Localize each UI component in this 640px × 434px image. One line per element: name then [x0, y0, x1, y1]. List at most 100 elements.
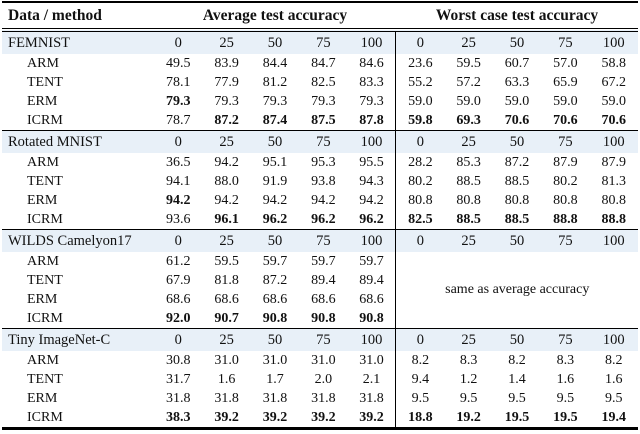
env-label: 100 [589, 130, 638, 153]
method-name: ICRM [27, 409, 63, 425]
avg-value-cell: 31.8 [262, 390, 288, 406]
method-name: ICRM [27, 211, 63, 227]
avg-value-cell: 59.7 [262, 253, 288, 269]
section-header-row: WILDS Camelyon17 0 25 50 75 100 0 25 50 75 100 [2, 229, 638, 252]
env-label: 25 [444, 30, 493, 54]
method-row: TENT 31.7 1.6 1.7 2.0 2.1 9.4 1.2 1.4 1.6 1.6 [2, 370, 638, 389]
avg-value-cell: 96.2 [359, 211, 384, 227]
method-name: ARM [27, 55, 59, 71]
avg-value-cell: 31.8 [214, 390, 239, 406]
avg-value-cell: 68.6 [311, 291, 336, 307]
worst-value-cell: 88.8 [601, 211, 627, 227]
worst-value-cell: 9.5 [459, 390, 478, 406]
avg-value-cell: 31.8 [359, 390, 384, 406]
worst-value-cell: 82.5 [395, 210, 445, 230]
env-label: 25 [444, 130, 493, 153]
avg-value-cell: 89.4 [359, 272, 384, 288]
worst-value-cell: 88.5 [456, 211, 481, 227]
env-label: 50 [250, 30, 300, 54]
env-label: 0 [154, 328, 203, 351]
worst-value-cell: 8.2 [395, 351, 445, 370]
avg-value-cell: 84.4 [262, 55, 288, 71]
avg-value-cell: 49.5 [165, 55, 191, 71]
method-row: ICRM 38.3 39.2 39.2 39.2 39.2 18.8 19.2 19.5 19.5… [2, 408, 638, 429]
worst-value-cell: 8.2 [508, 352, 526, 368]
worst-value-cell: 57.0 [553, 55, 578, 71]
env-label: 75 [541, 229, 590, 252]
avg-value-cell: 31.8 [165, 390, 191, 406]
method-name: ERM [27, 93, 58, 109]
avg-value-cell: 81.2 [262, 74, 288, 90]
worst-value-cell: 1.6 [556, 371, 575, 387]
worst-value-cell: 59.0 [553, 93, 578, 109]
worst-value-cell: 70.6 [504, 112, 530, 128]
worst-value-cell: 8.3 [556, 352, 575, 368]
worst-value-cell: 18.8 [395, 408, 445, 429]
worst-value-cell: 19.5 [553, 409, 578, 425]
worst-accuracy-group-header: Worst case test accuracy [395, 2, 638, 32]
avg-value-cell: 61.2 [165, 253, 191, 269]
avg-value-cell: 94.1 [165, 173, 191, 189]
env-label: 0 [395, 30, 445, 54]
env-label: 0 [395, 328, 445, 351]
worst-value-cell: 67.2 [601, 74, 627, 90]
method-row: ICRM 93.6 96.1 96.2 96.2 96.2 82.5 88.5 88.5 88.8… [2, 210, 638, 230]
worst-value-cell: 85.3 [456, 154, 481, 170]
avg-value-cell: 78.7 [165, 112, 191, 128]
method-name: ARM [27, 352, 59, 368]
method-row: ARM 30.8 31.0 31.0 31.0 31.0 8.2 8.3 8.2 8.3 8.2 [2, 351, 638, 370]
avg-value-cell: 94.3 [359, 173, 384, 189]
method-row: ARM 61.2 59.5 59.7 59.7 59.7 same as average a… [2, 252, 638, 329]
avg-value-cell: 77.9 [214, 74, 239, 90]
avg-value-cell: 79.3 [359, 93, 384, 109]
env-label: 50 [492, 130, 542, 153]
method-name: TENT [27, 74, 63, 90]
env-label: 100 [589, 328, 638, 351]
avg-value-cell: 92.0 [165, 310, 191, 326]
worst-value-cell: 60.7 [504, 55, 530, 71]
env-label: 25 [444, 229, 493, 252]
env-label: 25 [202, 229, 251, 252]
worst-value-cell: 9.5 [395, 389, 445, 408]
env-label: 25 [202, 328, 251, 351]
env-label: 0 [154, 229, 203, 252]
worst-value-cell: 59.0 [601, 93, 627, 109]
avg-value-cell: 93.6 [165, 211, 191, 227]
avg-value-cell: 83.3 [359, 74, 384, 90]
method-name: ERM [27, 291, 58, 307]
env-label: 75 [299, 328, 348, 351]
section-header-row: Tiny ImageNet-C 0 25 50 75 100 0 25 50 75 100 [2, 328, 638, 351]
avg-value-cell: 30.8 [165, 352, 191, 368]
avg-value-cell: 90.8 [311, 310, 336, 326]
env-label: 75 [541, 328, 590, 351]
worst-value-cell: 9.5 [556, 390, 575, 406]
avg-value-cell: 90.8 [262, 310, 288, 326]
dataset-name: FEMNIST [2, 30, 155, 54]
worst-value-cell: 87.9 [553, 154, 578, 170]
avg-value-cell: 96.2 [311, 211, 336, 227]
worst-value-cell: 1.6 [605, 371, 623, 387]
worst-value-cell: 70.6 [601, 112, 627, 128]
worst-value-cell: 1.2 [459, 371, 478, 387]
worst-value-cell: 59.0 [504, 93, 530, 109]
avg-value-cell: 94.2 [262, 192, 288, 208]
avg-value-cell: 31.0 [262, 352, 288, 368]
avg-value-cell: 78.1 [165, 74, 191, 90]
worst-value-cell: 58.8 [601, 55, 627, 71]
main-header-row: Data / method Average test accuracy Wors… [2, 2, 638, 32]
avg-value-cell: 87.5 [311, 112, 336, 128]
worst-value-cell: 8.2 [605, 352, 623, 368]
avg-value-cell: 39.2 [262, 409, 288, 425]
worst-value-cell: 23.6 [395, 54, 445, 73]
worst-value-cell: 8.3 [459, 352, 478, 368]
avg-value-cell: 31.0 [214, 352, 239, 368]
method-row: ERM 94.2 94.2 94.2 94.2 94.2 80.8 80.8 80.8 80.8 8… [2, 191, 638, 210]
method-name: ICRM [27, 310, 63, 326]
method-name: ERM [27, 192, 58, 208]
worst-value-cell: 88.8 [553, 211, 578, 227]
avg-value-cell: 67.9 [165, 272, 191, 288]
avg-value-cell: 81.8 [214, 272, 239, 288]
avg-value-cell: 94.2 [311, 192, 336, 208]
avg-value-cell: 89.4 [311, 272, 336, 288]
avg-value-cell: 59.7 [311, 253, 336, 269]
